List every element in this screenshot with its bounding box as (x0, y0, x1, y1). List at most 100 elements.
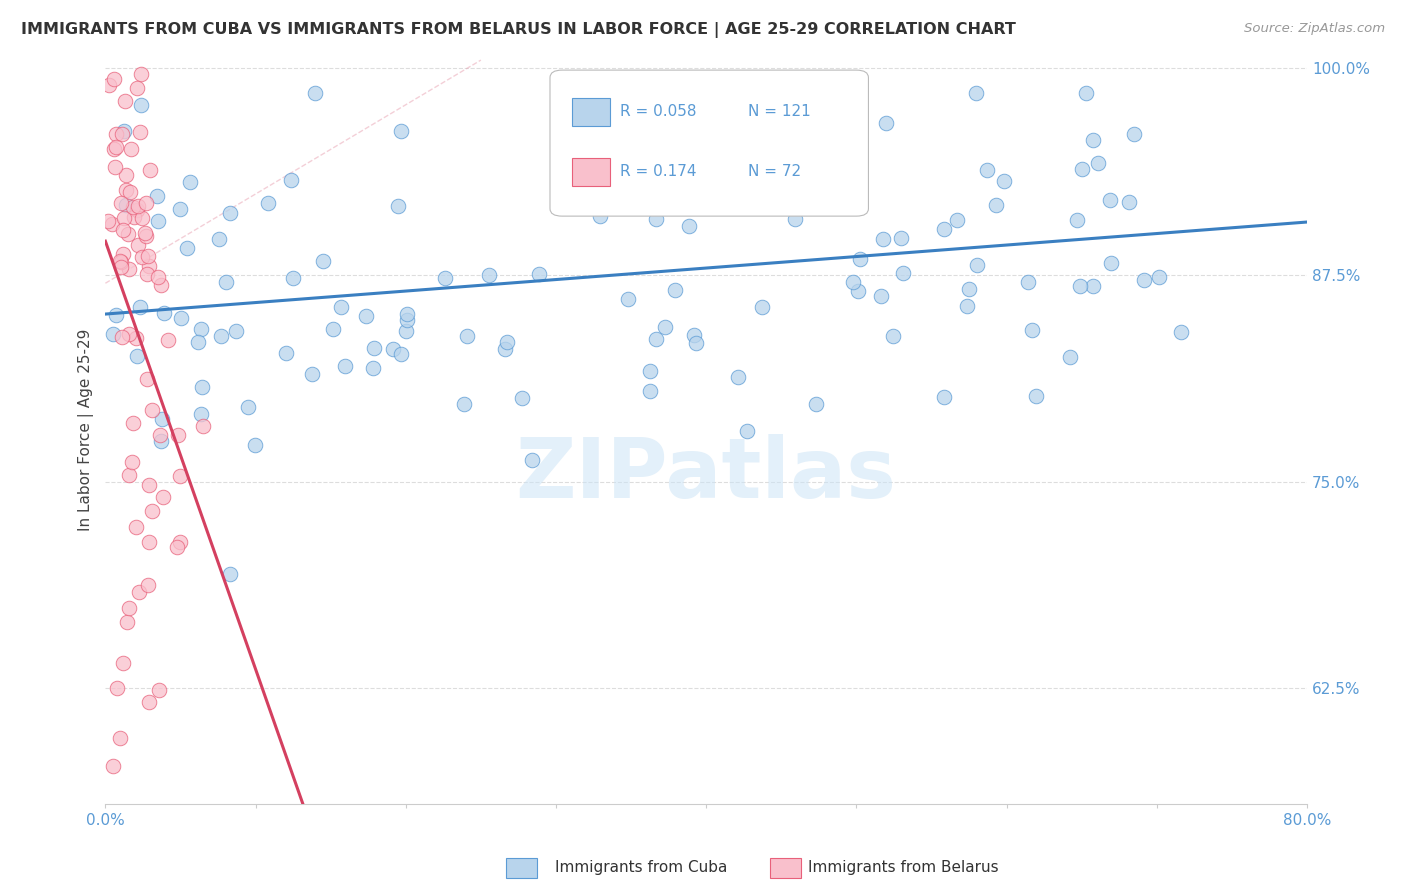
Point (104, 309, 127, 323)
Point (225, 324, 247, 338)
Point (1021, 323, 1043, 337)
Point (993, 174, 1015, 188)
Point (169, 534, 191, 549)
Point (1066, 213, 1088, 227)
Point (496, 335, 519, 350)
Point (645, 212, 668, 227)
Point (166, 540, 188, 554)
Point (804, 397, 827, 411)
Text: IMMIGRANTS FROM CUBA VS IMMIGRANTS FROM BELARUS IN LABOR FORCE | AGE 25-29 CORRE: IMMIGRANTS FROM CUBA VS IMMIGRANTS FROM … (21, 22, 1017, 38)
Point (1083, 133, 1105, 147)
Point (215, 275, 238, 289)
Text: ZIPatlas: ZIPatlas (516, 434, 897, 515)
Point (111, 128, 134, 142)
Point (837, 162, 859, 177)
Point (179, 175, 201, 189)
Point (875, 116, 897, 130)
Point (190, 322, 212, 336)
Point (103, 72, 125, 87)
Point (134, 227, 156, 241)
Text: Immigrants from Belarus: Immigrants from Belarus (808, 860, 1000, 874)
Point (589, 210, 612, 224)
Point (209, 328, 232, 343)
Point (330, 300, 353, 314)
Point (396, 307, 419, 321)
Point (395, 313, 418, 327)
Point (138, 478, 160, 492)
Point (129, 66, 152, 80)
Point (395, 324, 418, 338)
Point (956, 299, 979, 313)
Point (808, 197, 831, 211)
Point (135, 372, 157, 386)
Point (146, 214, 169, 228)
FancyBboxPatch shape (550, 70, 869, 216)
Point (790, 86, 813, 100)
Point (208, 232, 231, 246)
Point (129, 97, 152, 112)
Point (169, 202, 191, 217)
Point (387, 199, 409, 213)
Point (166, 428, 188, 442)
Point (872, 231, 894, 245)
Point (890, 231, 912, 245)
Point (108, 254, 131, 268)
Point (120, 142, 142, 156)
Point (1118, 195, 1140, 210)
Point (666, 168, 689, 182)
Point (110, 731, 132, 745)
Point (111, 330, 134, 344)
Point (97, 214, 120, 228)
Point (322, 322, 344, 336)
Point (170, 310, 193, 325)
Point (1070, 161, 1092, 176)
Text: Immigrants from Cuba: Immigrants from Cuba (555, 860, 728, 874)
Point (135, 195, 157, 210)
Point (115, 183, 138, 197)
Point (957, 282, 980, 296)
Point (333, 359, 356, 373)
Point (146, 188, 169, 202)
Point (453, 397, 475, 411)
Point (105, 139, 128, 153)
Point (114, 94, 136, 108)
Point (122, 416, 145, 430)
Point (966, 258, 988, 272)
Point (1147, 270, 1170, 285)
Point (105, 681, 128, 696)
Point (638, 384, 661, 399)
Point (882, 329, 904, 343)
Point (1170, 325, 1192, 339)
Point (456, 328, 478, 343)
Point (127, 238, 149, 252)
Point (848, 284, 870, 298)
Point (735, 424, 758, 438)
Point (932, 222, 955, 236)
Point (139, 163, 162, 178)
Point (363, 341, 385, 355)
Point (1087, 155, 1109, 169)
Point (127, 81, 149, 95)
Point (243, 438, 266, 452)
Point (727, 370, 749, 384)
Point (110, 254, 132, 268)
Point (1133, 273, 1156, 287)
Point (121, 200, 143, 214)
Point (101, 326, 124, 341)
Point (1123, 127, 1146, 141)
Point (114, 168, 136, 182)
Point (117, 467, 139, 482)
Point (678, 219, 700, 233)
Point (190, 407, 212, 421)
Point (150, 277, 173, 292)
Point (125, 331, 148, 345)
Point (1081, 279, 1104, 293)
Text: R = 0.174: R = 0.174 (620, 164, 696, 178)
Point (645, 332, 668, 346)
Text: N = 72: N = 72 (748, 164, 801, 178)
Point (870, 289, 893, 303)
Point (135, 267, 157, 281)
Text: R = 0.058: R = 0.058 (620, 103, 696, 119)
FancyBboxPatch shape (572, 98, 610, 127)
Point (648, 169, 671, 183)
